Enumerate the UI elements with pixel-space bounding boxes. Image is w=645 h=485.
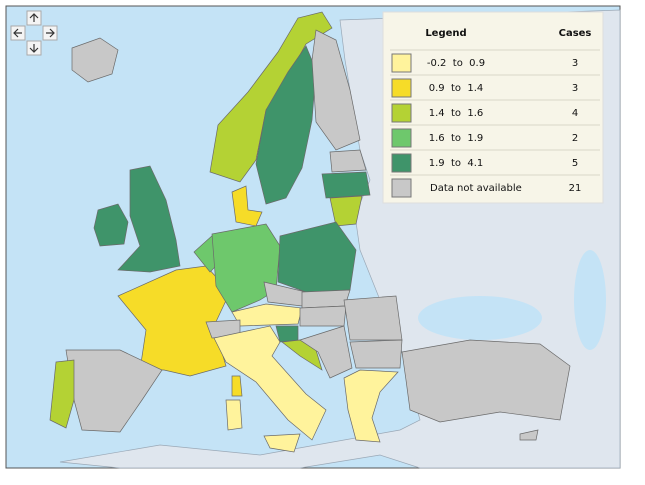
country <box>343 295 403 341</box>
country <box>343 369 399 443</box>
pan-down[interactable] <box>26 40 42 56</box>
pan-left[interactable] <box>10 25 26 41</box>
country <box>349 339 403 369</box>
legend-cases: 2 <box>572 133 578 144</box>
country <box>299 325 353 379</box>
country <box>231 185 263 227</box>
country <box>519 429 539 441</box>
legend: Legend Cases -0.2 to 0.9 3 0.9 to 1.4 3 1.4 … <box>382 11 604 204</box>
country <box>321 171 371 199</box>
legend-swatch <box>391 78 412 98</box>
legend-label: 1.6 to 1.9 <box>429 133 484 144</box>
legend-label: -0.2 to 0.9 <box>427 58 485 69</box>
legend-swatch <box>391 53 412 73</box>
country <box>93 203 129 247</box>
country <box>311 29 361 151</box>
countries <box>49 11 571 453</box>
country <box>231 375 243 397</box>
legend-cases: 4 <box>572 108 578 119</box>
country <box>275 325 299 343</box>
country <box>301 289 351 309</box>
legend-swatch <box>391 128 412 148</box>
legend-swatch <box>391 178 412 198</box>
country <box>49 359 75 429</box>
caspian-sea <box>574 250 606 350</box>
country <box>117 265 231 377</box>
black-sea <box>418 296 542 340</box>
legend-label: Data not available <box>430 183 522 194</box>
country <box>263 433 301 453</box>
country <box>299 305 347 327</box>
legend-box <box>382 11 604 204</box>
legend-cases: 5 <box>572 158 578 169</box>
legend-cases: 3 <box>572 58 578 69</box>
legend-label: 1.9 to 4.1 <box>429 158 484 169</box>
country <box>71 37 119 83</box>
country <box>329 149 367 173</box>
country <box>65 349 163 433</box>
pan-right[interactable] <box>42 25 58 41</box>
legend-cases: 3 <box>572 83 578 94</box>
map-navigation <box>10 10 58 56</box>
legend-swatch <box>391 103 412 123</box>
country <box>401 339 571 423</box>
country <box>213 325 327 441</box>
legend-label: 0.9 to 1.4 <box>429 83 484 94</box>
cases-header: Cases <box>559 28 592 39</box>
legend-label: 1.4 to 1.6 <box>429 108 484 119</box>
legend-cases: 21 <box>569 183 582 194</box>
country <box>329 195 363 227</box>
legend-title: Legend <box>425 28 466 39</box>
pan-up[interactable] <box>26 10 42 26</box>
country <box>209 11 333 183</box>
legend-swatch <box>391 153 412 173</box>
country <box>225 399 243 431</box>
country <box>117 165 181 273</box>
